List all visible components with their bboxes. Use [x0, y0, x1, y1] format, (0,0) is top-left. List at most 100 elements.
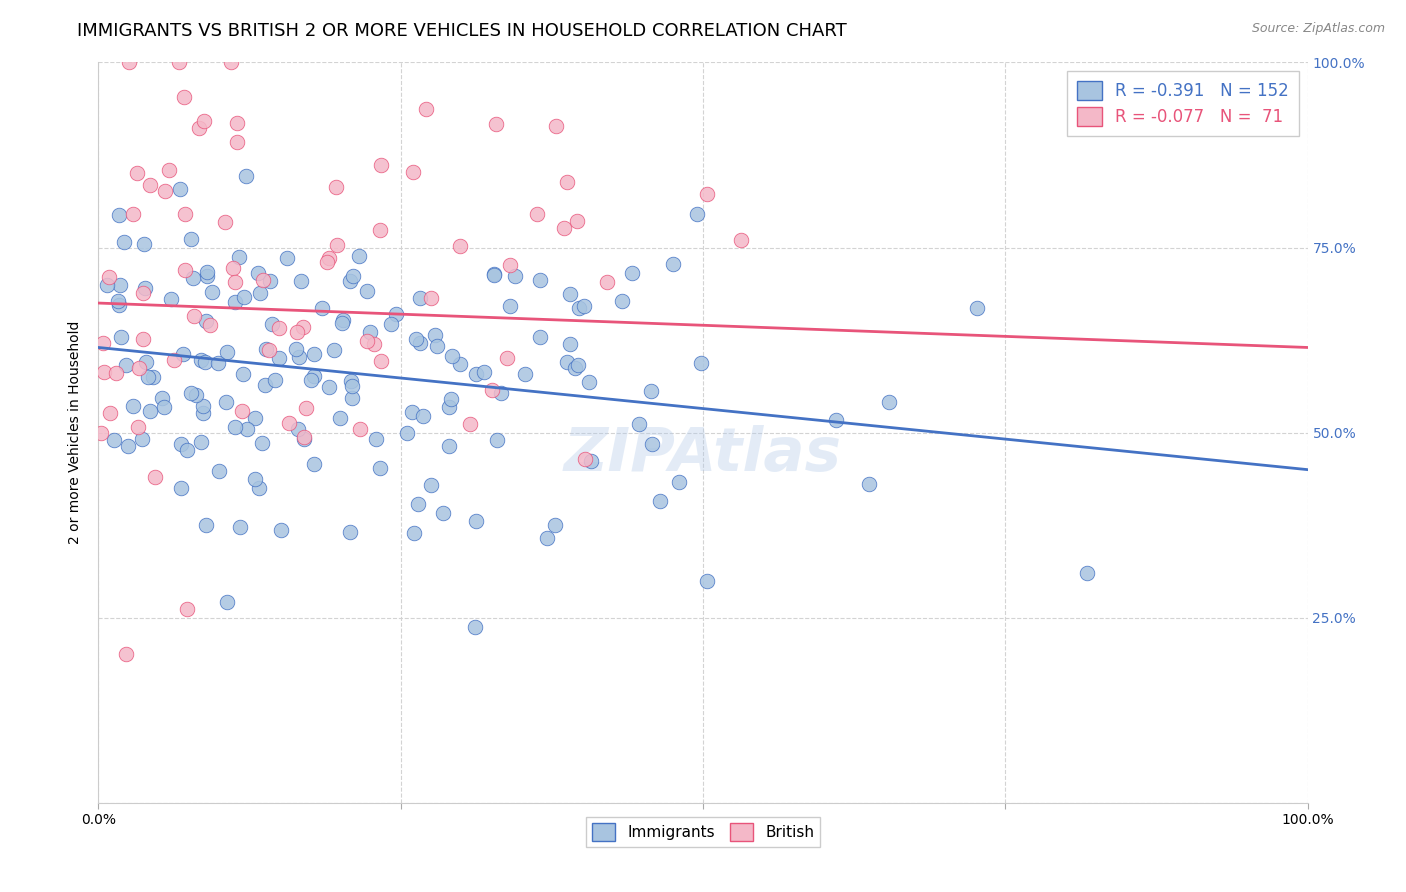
Point [270, 524, 292, 538]
Point [440, 349, 463, 363]
Point [176, 601, 198, 615]
Point [425, 328, 447, 343]
Point [396, 425, 419, 440]
Point [153, 185, 176, 199]
Point [349, 422, 371, 436]
Point [292, 430, 315, 444]
Point [112, 235, 135, 249]
Point [214, 215, 236, 229]
Point [572, 299, 595, 313]
Point [132, 285, 155, 300]
Point [560, 287, 582, 301]
Point [449, 357, 471, 371]
Point [567, 358, 589, 372]
Point [426, 339, 449, 353]
Point [108, 298, 131, 312]
Point [543, 518, 565, 533]
Point [173, 262, 195, 277]
Point [215, 594, 238, 608]
Point [432, 506, 454, 520]
Point [257, 343, 280, 357]
Point [498, 299, 520, 313]
Point [194, 355, 217, 369]
Point [173, 90, 195, 104]
Point [568, 301, 591, 315]
Point [224, 275, 246, 289]
Point [207, 356, 229, 370]
Point [259, 274, 281, 288]
Point [366, 432, 388, 446]
Point [299, 373, 322, 387]
Point [513, 367, 536, 381]
Point [412, 409, 434, 424]
Text: IMMIGRANTS VS BRITISH 2 OR MORE VEHICLES IN HOUSEHOLD CORRELATION CHART: IMMIGRANTS VS BRITISH 2 OR MORE VEHICLES… [77, 22, 846, 40]
Point [484, 268, 506, 282]
Point [231, 404, 253, 418]
Point [243, 473, 266, 487]
Point [553, 221, 575, 235]
Point [495, 351, 517, 366]
Point [420, 291, 443, 305]
Point [176, 443, 198, 458]
Point [347, 249, 370, 263]
Point [115, 358, 138, 372]
Point [236, 422, 259, 436]
Point [402, 165, 425, 179]
Point [368, 460, 391, 475]
Point [405, 332, 427, 346]
Point [290, 273, 312, 287]
Point [195, 269, 218, 284]
Point [249, 481, 271, 495]
Point [339, 274, 361, 288]
Point [169, 481, 191, 495]
Point [142, 370, 165, 384]
Point [499, 258, 522, 272]
Point [292, 432, 315, 446]
Point [132, 331, 155, 345]
Point [97, 269, 120, 284]
Point [246, 266, 269, 280]
Point [217, 344, 239, 359]
Point [437, 401, 460, 415]
Point [114, 648, 136, 662]
Point [356, 334, 378, 348]
Point [877, 395, 900, 409]
Point [235, 169, 257, 183]
Point [96, 277, 118, 292]
Point [294, 401, 316, 416]
Point [229, 520, 252, 534]
Point [269, 351, 291, 365]
Text: ZIPAtlas: ZIPAtlas [564, 425, 842, 484]
Point [93, 365, 115, 379]
Point [121, 207, 143, 221]
Point [332, 312, 354, 326]
Point [385, 307, 408, 321]
Point [285, 325, 308, 339]
Point [555, 355, 578, 369]
Point [153, 400, 176, 414]
Point [287, 422, 309, 436]
Point [696, 574, 718, 589]
Point [167, 55, 190, 70]
Point [368, 222, 391, 236]
Point [370, 158, 392, 172]
Point [254, 342, 277, 356]
Point [401, 405, 423, 419]
Point [824, 413, 846, 427]
Point [565, 214, 588, 228]
Point [485, 117, 508, 131]
Point [730, 233, 752, 247]
Point [648, 494, 671, 508]
Point [225, 116, 247, 130]
Point [340, 374, 363, 388]
Point [437, 439, 460, 453]
Point [326, 238, 349, 252]
Point [668, 475, 690, 489]
Point [138, 404, 160, 418]
Y-axis label: 2 or more Vehicles in Household: 2 or more Vehicles in Household [69, 321, 83, 544]
Point [262, 317, 284, 331]
Point [195, 518, 218, 533]
Point [1076, 566, 1098, 580]
Point [440, 392, 463, 406]
Point [363, 337, 385, 351]
